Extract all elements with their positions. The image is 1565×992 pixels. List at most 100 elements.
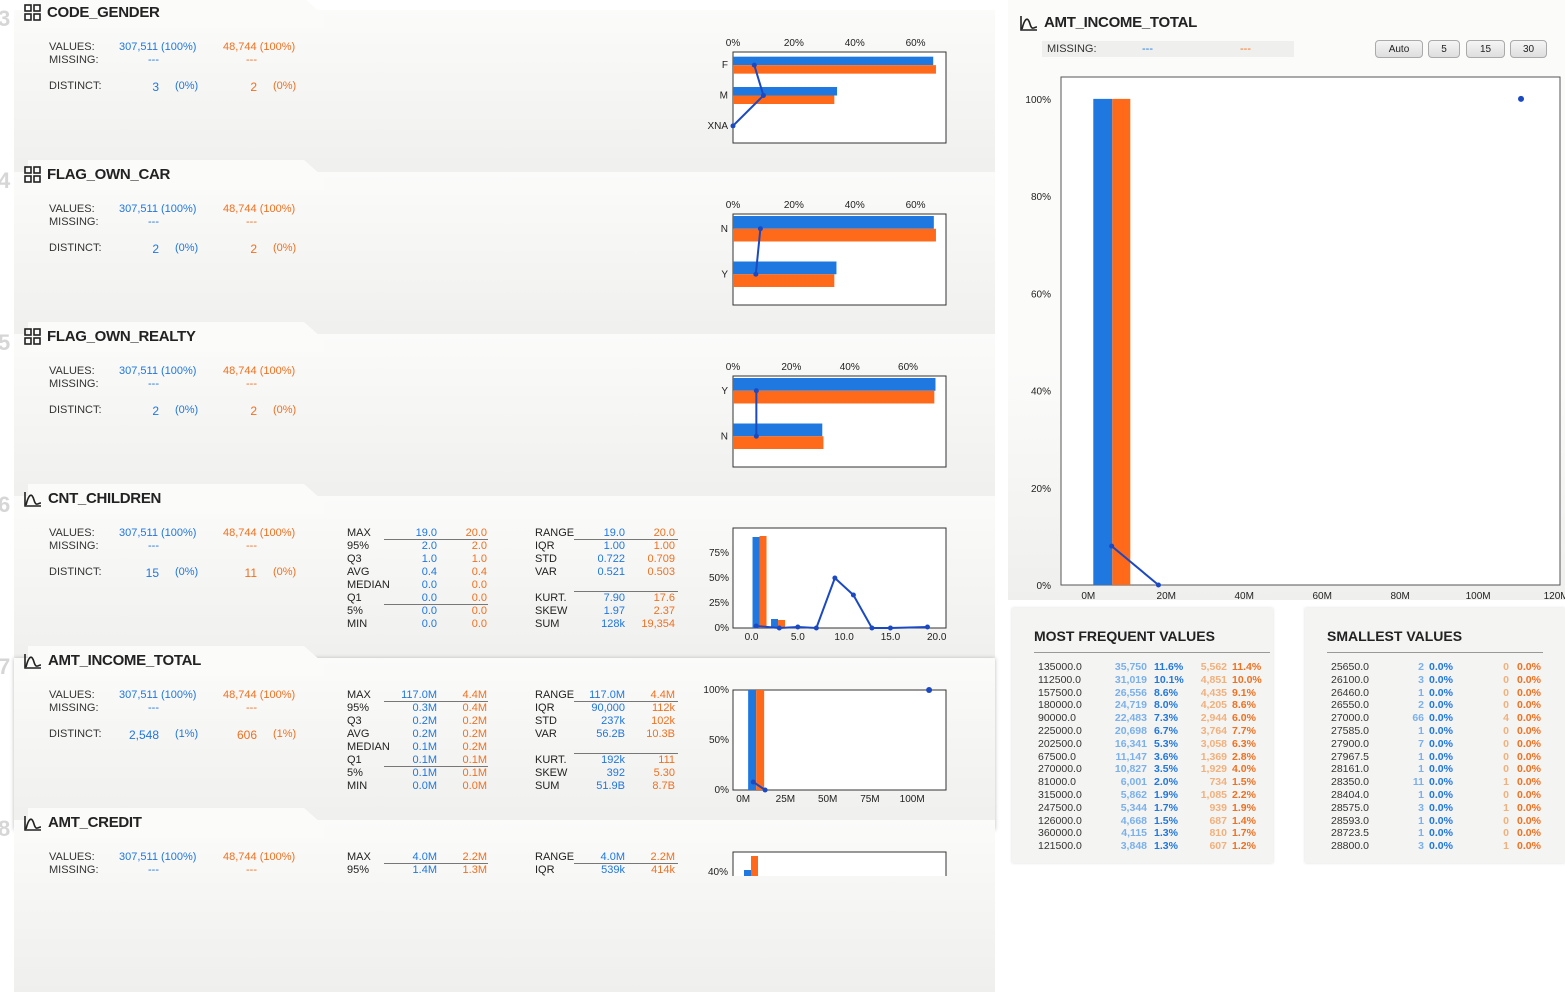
variable-card[interactable]: 6 CNT_CHILDREN VALUES: MISSING: 307,511 … — [0, 484, 995, 668]
x-tick-label: 60% — [906, 38, 926, 49]
x-tick-label: 75M — [860, 794, 879, 805]
card-title[interactable]: CNT_CHILDREN — [24, 490, 161, 507]
distinct-pct-a: (0%) — [175, 242, 199, 254]
bar-train — [733, 423, 823, 437]
stat-label: SUM — [535, 780, 560, 792]
values-a: 307,511 (100%) — [119, 365, 197, 377]
values-label: VALUES: — [49, 851, 95, 863]
stat-value-a: 0.521 — [597, 566, 625, 578]
stat-label: VAR — [535, 566, 557, 578]
bins-30-button[interactable]: 30 — [1510, 40, 1547, 58]
pct-b-cell: 1.5% — [1232, 776, 1256, 789]
distinct-b: 2 — [250, 242, 257, 256]
count-a-cell: 20,698 — [1114, 725, 1147, 737]
value-cell: 247500.0 — [1038, 801, 1082, 814]
stat-value-b: 112k — [651, 702, 675, 714]
stat-value-b: 111 — [658, 754, 675, 766]
share-point — [762, 787, 768, 793]
stat-label: STD — [535, 715, 557, 727]
values-b: 48,744 (100%) — [223, 689, 296, 701]
bins-15-button[interactable]: 15 — [1466, 40, 1505, 58]
bins-auto-button[interactable]: Auto — [1375, 40, 1423, 58]
bar-test — [733, 390, 935, 404]
distribution-icon — [24, 815, 42, 831]
card-title[interactable]: CODE_GENDER — [24, 4, 160, 21]
detail-missing-b: --- — [1240, 43, 1251, 55]
count-b-cell: 4,435 — [1200, 686, 1227, 699]
stat-value-b: 4.4M — [462, 689, 487, 701]
count-a-cell: 11 — [1412, 776, 1424, 789]
count-a-cell: 1 — [1418, 814, 1424, 827]
stat-label: MIN — [347, 780, 368, 792]
share-point — [1155, 582, 1161, 588]
x-tick-label: 60% — [898, 362, 918, 373]
share-point — [813, 625, 819, 631]
pct-b-cell: 1.7% — [1232, 827, 1256, 840]
share-line — [754, 228, 762, 275]
x-tick-label: 40% — [840, 362, 860, 373]
value-cell: 315000.0 — [1038, 789, 1082, 801]
stat-value-b: 20.0 — [465, 527, 487, 539]
stat-label: Q3 — [347, 553, 362, 565]
bar-train — [771, 619, 779, 628]
card-title[interactable]: AMT_CREDIT — [24, 814, 142, 831]
x-tick-label: 25M — [776, 794, 795, 805]
bar-test — [733, 274, 835, 287]
values-a: 307,511 (100%) — [119, 851, 197, 863]
pct-a-cell: 0.0% — [1429, 776, 1453, 789]
count-a-cell: 2 — [1418, 661, 1424, 673]
stat-value-a: 0.4 — [421, 566, 437, 578]
card-index: 4 — [0, 168, 11, 193]
share-point — [753, 623, 759, 629]
card-title[interactable]: FLAG_OWN_REALTY — [24, 328, 196, 345]
value-cell: 28800.0 — [1331, 840, 1369, 853]
value-cell: 90000.0 — [1038, 712, 1076, 725]
card-title[interactable]: AMT_INCOME_TOTAL — [24, 652, 201, 669]
pct-b-cell: 0.0% — [1517, 776, 1541, 789]
x-tick-label: 20% — [781, 362, 801, 373]
pct-b-cell: 0.0% — [1517, 673, 1541, 686]
bins-5-button[interactable]: 5 — [1428, 40, 1460, 58]
value-cell: 27967.5 — [1331, 750, 1369, 763]
share-point — [757, 226, 763, 232]
stat-value-a: 237k — [601, 715, 625, 727]
missing-a: --- — [148, 540, 159, 552]
pct-a-cell: 0.0% — [1429, 737, 1453, 750]
bar-train — [733, 378, 936, 391]
count-b-cell: 810 — [1209, 827, 1227, 840]
stat-label: RANGE — [535, 689, 575, 701]
card-title[interactable]: FLAG_OWN_CAR — [24, 166, 170, 183]
bar-test — [759, 536, 767, 628]
value-cell: 28161.0 — [1331, 763, 1369, 776]
variable-card[interactable]: 5 FLAG_OWN_REALTY VALUES: MISSING: 307,5… — [0, 322, 995, 506]
share-point — [753, 433, 759, 439]
pct-b-cell: 1.2% — [1232, 840, 1256, 853]
pct-a-cell: 1.3% — [1154, 827, 1178, 840]
y-tick-label: 25% — [709, 598, 729, 609]
stat-value-b: 0.2M — [462, 728, 487, 740]
share-point — [760, 93, 766, 98]
bar-train — [733, 216, 934, 229]
pct-a-cell: 1.7% — [1154, 801, 1178, 814]
value-cell: 28723.5 — [1331, 827, 1369, 840]
category-label: F — [722, 60, 728, 71]
variable-name: CODE_GENDER — [47, 4, 160, 21]
bar-train — [744, 870, 751, 876]
value-cell: 81000.0 — [1038, 776, 1076, 789]
values-label: VALUES: — [49, 365, 95, 377]
stat-label: 95% — [347, 702, 370, 714]
detail-tab: AMT_INCOME_TOTAL — [1008, 6, 1308, 38]
pct-a-cell: 0.0% — [1429, 801, 1453, 814]
count-a-cell: 16,341 — [1114, 737, 1147, 750]
bar-test — [751, 856, 758, 876]
pct-b-cell: 0.0% — [1517, 840, 1541, 853]
x-tick-label: 0% — [726, 38, 741, 49]
stat-value-b: 0.0 — [471, 605, 487, 617]
count-a-cell: 1 — [1418, 686, 1424, 699]
count-a-cell: 5,862 — [1120, 789, 1147, 801]
value-cell: 28404.0 — [1331, 789, 1369, 801]
value-cell: 28350.0 — [1331, 776, 1369, 789]
x-tick-label: 60M — [1312, 591, 1331, 602]
stat-label: 95% — [347, 540, 370, 552]
pct-a-cell: 5.3% — [1154, 737, 1178, 750]
